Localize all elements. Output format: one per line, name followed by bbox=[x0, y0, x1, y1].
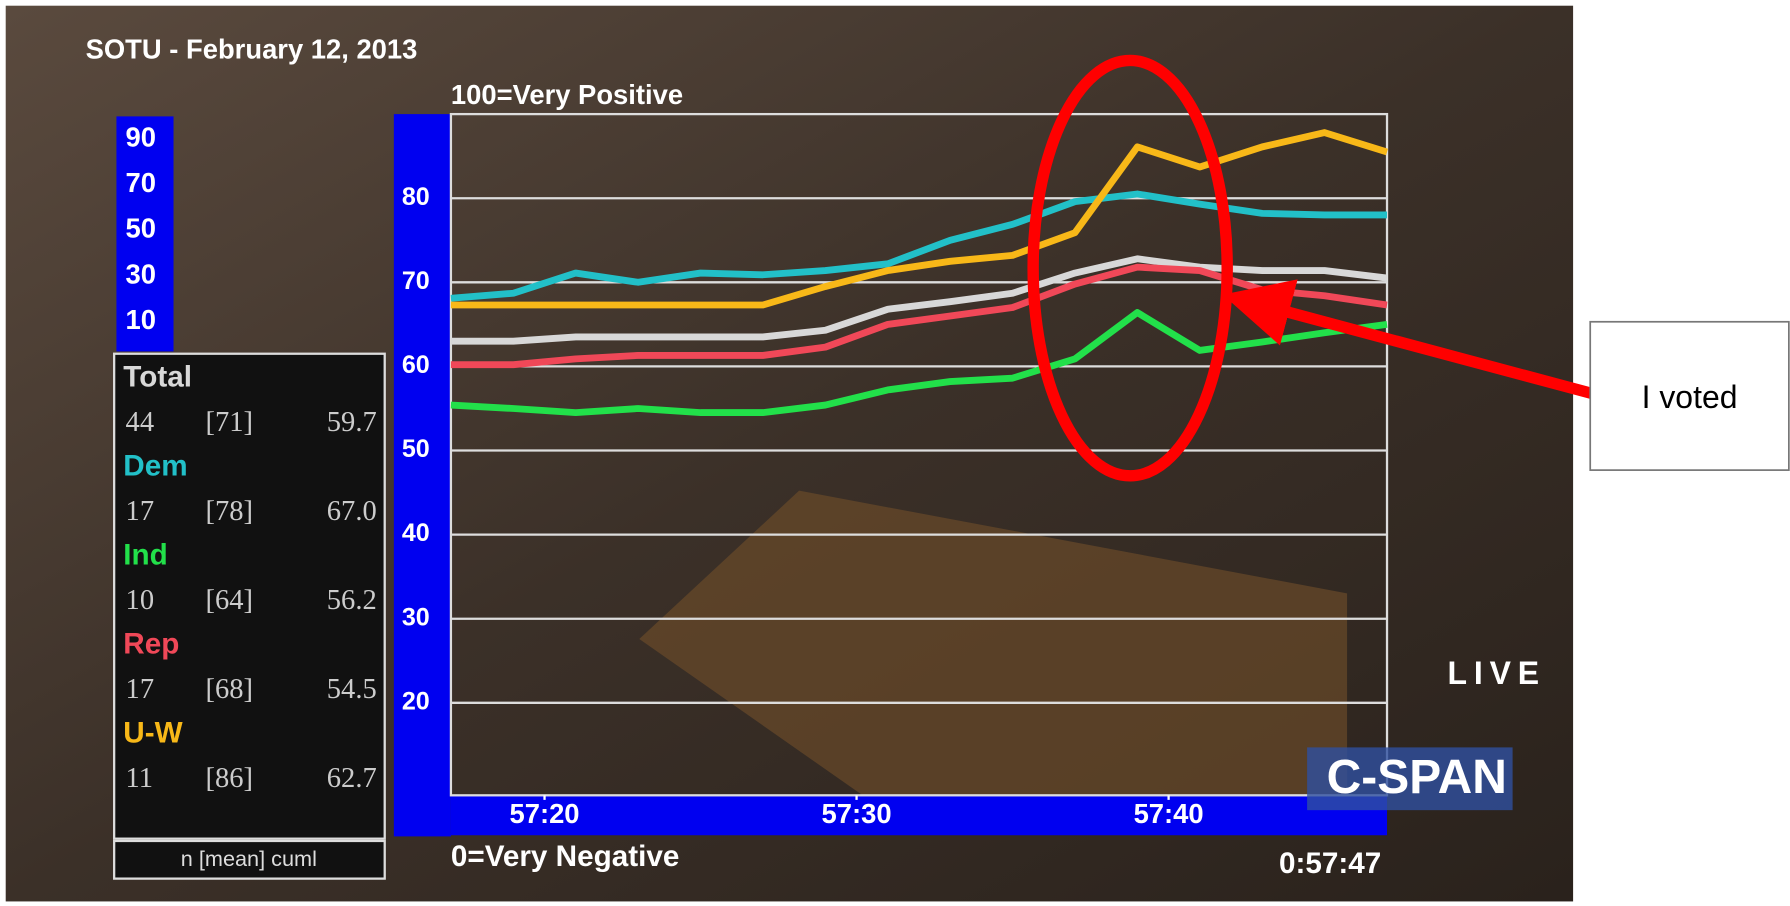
annotation: 100=Very Positive bbox=[451, 79, 683, 110]
legend-cell: 56.2 bbox=[327, 585, 377, 616]
legend-cell: 44 bbox=[126, 407, 155, 438]
screenshot: SOTU - February 12, 2013 100=Very Positi… bbox=[0, 0, 1790, 906]
legend-cell: [68] bbox=[205, 674, 253, 705]
legend-cell: [71] bbox=[205, 407, 253, 438]
y-tick-label: 30 bbox=[402, 603, 430, 631]
network-logo: C-SPAN bbox=[1327, 751, 1507, 804]
legend-cell: 59.7 bbox=[327, 407, 377, 438]
y-tick-label: 50 bbox=[402, 435, 430, 463]
legend-cell: 62.7 bbox=[327, 763, 377, 794]
legend-cell: [86] bbox=[205, 763, 253, 794]
scale-label: 10 bbox=[126, 304, 156, 335]
legend-cell: 17 bbox=[126, 674, 155, 705]
legend-cell: 67.0 bbox=[327, 496, 377, 527]
x-axis-bar bbox=[451, 795, 1387, 835]
legend-cell: 54.5 bbox=[327, 674, 377, 705]
y-axis-bar bbox=[394, 114, 451, 836]
chart-title: SOTU - February 12, 2013 bbox=[86, 34, 418, 65]
legend-cell: 10 bbox=[126, 585, 155, 616]
annotation: 0=Very Negative bbox=[451, 840, 679, 873]
legend-entry: U-W bbox=[123, 717, 182, 750]
y-tick-label: 20 bbox=[402, 687, 430, 715]
legend-cell: [64] bbox=[205, 585, 253, 616]
legend-entry: Rep bbox=[123, 628, 179, 661]
scale-label: 70 bbox=[126, 167, 156, 198]
x-tick-label: 57:40 bbox=[1134, 798, 1204, 829]
legend-footer-text: n [mean] cuml bbox=[181, 846, 317, 871]
clock: 0:57:47 bbox=[1279, 847, 1381, 880]
legend-entry: Dem bbox=[123, 450, 187, 483]
legend-cell: 17 bbox=[126, 496, 155, 527]
y-tick-label: 40 bbox=[402, 519, 430, 547]
x-tick-label: 57:30 bbox=[822, 798, 892, 829]
x-tick-label: 57:20 bbox=[510, 798, 580, 829]
scale-label: 50 bbox=[126, 213, 156, 244]
live-label: LIVE bbox=[1448, 655, 1546, 691]
scale-label: 90 bbox=[126, 121, 156, 152]
scale-label: 30 bbox=[126, 258, 156, 289]
y-tick-label: 70 bbox=[402, 267, 430, 295]
annotation-text: I voted bbox=[1642, 379, 1738, 415]
legend-entry: Ind bbox=[123, 539, 167, 572]
legend-cell: 11 bbox=[126, 763, 153, 794]
y-tick-label: 80 bbox=[402, 183, 430, 211]
y-tick-label: 60 bbox=[402, 351, 430, 379]
legend-cell: [78] bbox=[205, 496, 253, 527]
legend-entry: Total bbox=[123, 361, 192, 394]
page: {"chart_data": {"type": "line", "title":… bbox=[0, 0, 1790, 906]
